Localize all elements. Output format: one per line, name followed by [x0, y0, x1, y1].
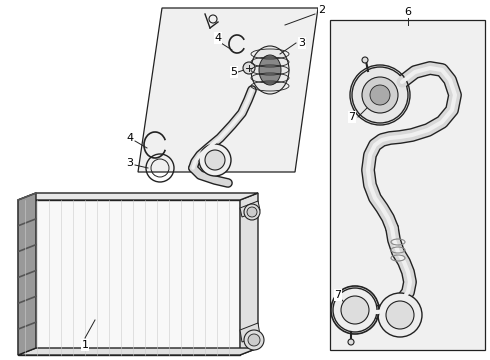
Circle shape: [205, 150, 225, 170]
Polygon shape: [240, 193, 258, 355]
Text: 4: 4: [215, 33, 221, 43]
Text: 1: 1: [81, 340, 89, 350]
Circle shape: [243, 62, 255, 74]
Text: 2: 2: [318, 5, 325, 15]
Text: 3: 3: [126, 158, 133, 168]
Polygon shape: [138, 8, 318, 172]
Circle shape: [386, 301, 414, 329]
Circle shape: [244, 204, 260, 220]
Text: 3: 3: [298, 38, 305, 48]
Circle shape: [341, 296, 369, 324]
Polygon shape: [18, 200, 240, 355]
Ellipse shape: [259, 55, 281, 85]
Circle shape: [362, 77, 398, 113]
Circle shape: [248, 334, 260, 346]
Text: 5: 5: [230, 67, 238, 77]
Circle shape: [244, 330, 264, 350]
Circle shape: [352, 67, 408, 123]
Circle shape: [199, 144, 231, 176]
Polygon shape: [240, 201, 260, 217]
Polygon shape: [18, 193, 258, 200]
Polygon shape: [240, 323, 260, 342]
Circle shape: [247, 207, 257, 217]
Text: 6: 6: [405, 7, 412, 17]
Circle shape: [348, 339, 354, 345]
Polygon shape: [18, 193, 36, 355]
Text: 7: 7: [335, 290, 342, 300]
Text: 4: 4: [126, 133, 134, 143]
Text: 7: 7: [348, 112, 356, 122]
Polygon shape: [330, 20, 485, 350]
Polygon shape: [18, 348, 258, 355]
Circle shape: [362, 57, 368, 63]
Ellipse shape: [251, 46, 289, 94]
Circle shape: [378, 293, 422, 337]
Circle shape: [333, 288, 377, 332]
Circle shape: [370, 85, 390, 105]
